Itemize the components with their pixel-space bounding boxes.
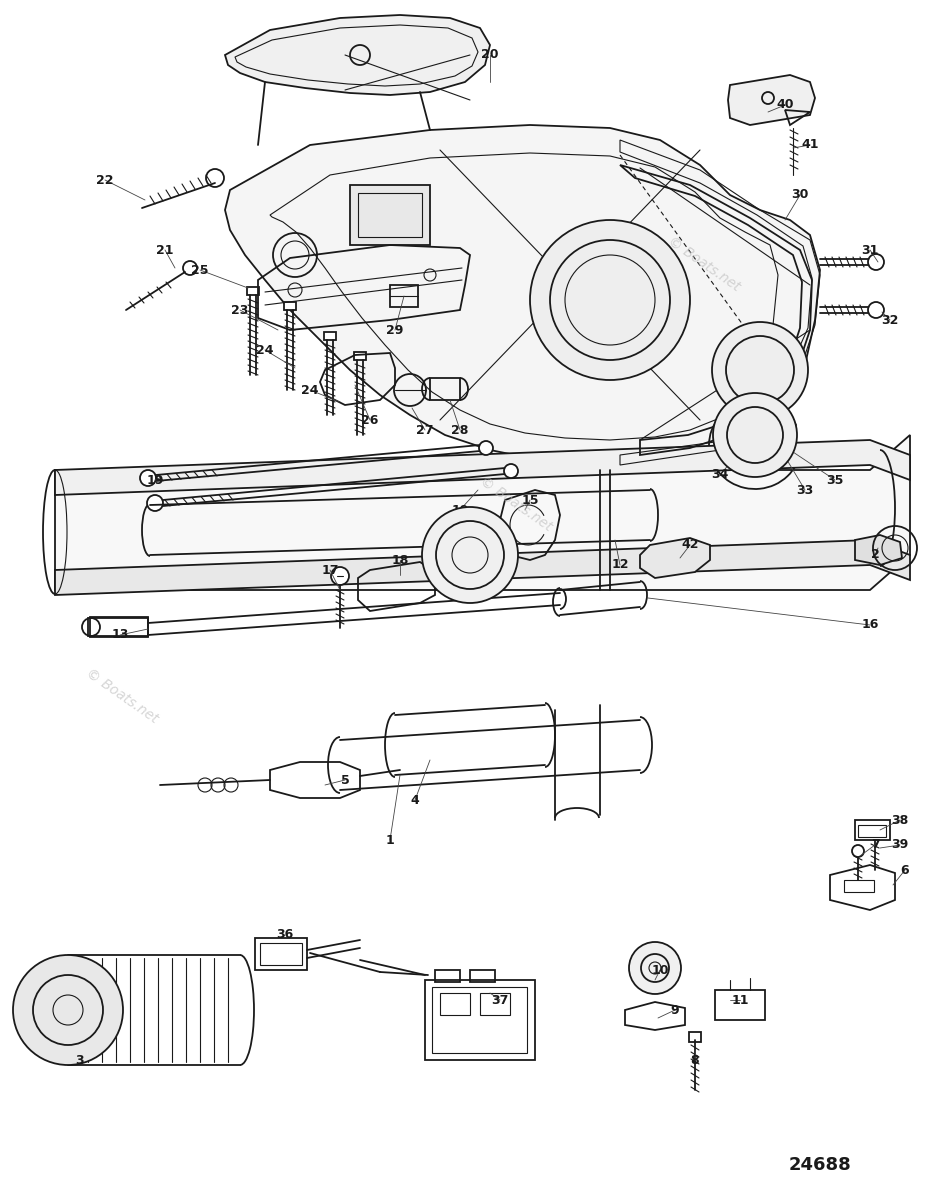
Bar xyxy=(480,994,510,1015)
Bar xyxy=(390,284,418,307)
Circle shape xyxy=(868,254,884,270)
Text: 20: 20 xyxy=(482,48,499,61)
Bar xyxy=(855,820,890,840)
Text: 17: 17 xyxy=(321,564,339,576)
Text: 15: 15 xyxy=(521,493,539,506)
Text: 1: 1 xyxy=(386,834,394,846)
Text: 26: 26 xyxy=(362,414,378,426)
Bar xyxy=(470,970,495,982)
Text: 3: 3 xyxy=(76,1054,85,1067)
Text: 10: 10 xyxy=(652,964,669,977)
Text: 31: 31 xyxy=(861,244,879,257)
Polygon shape xyxy=(225,14,490,95)
Bar xyxy=(350,185,430,245)
Circle shape xyxy=(713,392,797,476)
Circle shape xyxy=(868,302,884,318)
Polygon shape xyxy=(855,535,902,565)
Text: 13: 13 xyxy=(112,629,129,642)
Bar xyxy=(440,994,470,1015)
Text: 33: 33 xyxy=(796,484,813,497)
Bar xyxy=(844,880,874,892)
Text: 24: 24 xyxy=(301,384,318,396)
Text: 24: 24 xyxy=(256,343,274,356)
Circle shape xyxy=(140,470,156,486)
Circle shape xyxy=(206,169,224,187)
Bar xyxy=(425,980,535,1060)
Circle shape xyxy=(331,566,349,584)
Text: 24688: 24688 xyxy=(789,1156,852,1174)
Text: 19: 19 xyxy=(146,474,163,486)
Bar xyxy=(255,938,307,970)
Text: 34: 34 xyxy=(712,468,729,481)
Text: 7: 7 xyxy=(870,839,880,852)
Text: 41: 41 xyxy=(801,138,819,151)
Bar xyxy=(858,826,886,838)
Text: 8: 8 xyxy=(691,1054,700,1067)
Text: 42: 42 xyxy=(682,539,699,552)
Text: © Boats.net: © Boats.net xyxy=(478,474,555,534)
Bar xyxy=(90,617,148,637)
Text: 2: 2 xyxy=(870,548,880,562)
Text: 19: 19 xyxy=(452,504,469,516)
Bar xyxy=(354,352,366,360)
Text: 23: 23 xyxy=(231,304,249,317)
Circle shape xyxy=(504,464,518,478)
Text: 27: 27 xyxy=(416,424,434,437)
Text: 32: 32 xyxy=(882,313,899,326)
Text: 29: 29 xyxy=(386,324,404,336)
Circle shape xyxy=(712,322,808,418)
Circle shape xyxy=(13,955,123,1066)
Bar xyxy=(715,990,765,1020)
Text: 22: 22 xyxy=(97,174,114,186)
Text: 37: 37 xyxy=(491,994,509,1007)
Polygon shape xyxy=(640,538,710,578)
Circle shape xyxy=(422,506,518,602)
Polygon shape xyxy=(55,540,910,595)
Text: 25: 25 xyxy=(192,264,208,276)
Bar xyxy=(432,986,527,1054)
Text: 16: 16 xyxy=(861,618,879,631)
Text: 38: 38 xyxy=(891,814,909,827)
Bar xyxy=(324,332,336,340)
Circle shape xyxy=(147,494,163,511)
Circle shape xyxy=(629,942,681,994)
Text: 21: 21 xyxy=(156,244,174,257)
Text: © Boats.net: © Boats.net xyxy=(666,234,743,294)
Text: 40: 40 xyxy=(777,98,793,112)
Bar xyxy=(430,378,460,400)
Text: 6: 6 xyxy=(901,864,909,876)
Text: 35: 35 xyxy=(826,474,843,486)
Bar xyxy=(284,302,296,310)
Polygon shape xyxy=(55,440,910,494)
Circle shape xyxy=(530,220,690,380)
Text: 12: 12 xyxy=(611,558,629,571)
Polygon shape xyxy=(225,125,820,464)
Text: 11: 11 xyxy=(731,994,748,1007)
Bar xyxy=(247,287,259,295)
Text: 18: 18 xyxy=(392,553,408,566)
Text: 5: 5 xyxy=(341,774,349,786)
Circle shape xyxy=(183,260,197,275)
Text: 30: 30 xyxy=(792,188,808,202)
Circle shape xyxy=(852,845,864,857)
Text: 14: 14 xyxy=(426,539,444,552)
Text: 36: 36 xyxy=(276,929,294,942)
Text: 9: 9 xyxy=(670,1003,679,1016)
Text: © Boats.net: © Boats.net xyxy=(84,666,161,726)
Bar xyxy=(260,943,302,965)
Text: 4: 4 xyxy=(410,793,420,806)
Bar xyxy=(689,1032,701,1042)
Bar xyxy=(435,970,460,982)
Text: 39: 39 xyxy=(891,839,909,852)
Circle shape xyxy=(479,440,493,455)
Bar xyxy=(88,618,148,636)
Bar xyxy=(358,193,422,236)
Polygon shape xyxy=(55,434,910,590)
Text: 28: 28 xyxy=(452,424,469,437)
Polygon shape xyxy=(728,74,815,125)
